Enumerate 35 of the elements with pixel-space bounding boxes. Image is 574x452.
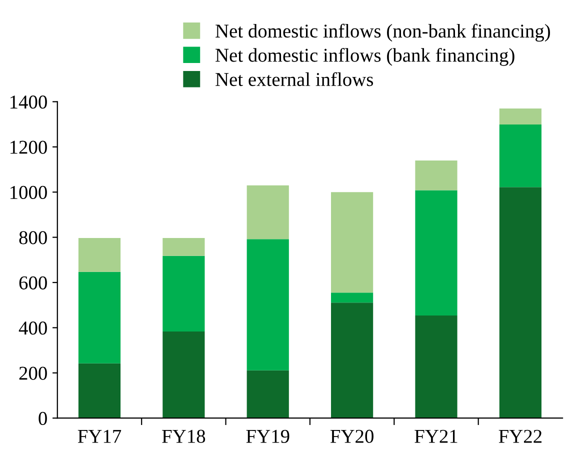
bar bbox=[499, 124, 542, 188]
bar bbox=[415, 190, 458, 316]
bar bbox=[415, 160, 458, 190]
y-tick-label: 0 bbox=[38, 412, 47, 426]
x-tick-label: FY18 bbox=[162, 430, 206, 443]
bar bbox=[415, 315, 458, 418]
y-tick-label: 400 bbox=[18, 322, 47, 335]
bar bbox=[499, 187, 542, 418]
bar bbox=[78, 363, 121, 418]
bar bbox=[162, 238, 205, 256]
y-tick-label: 600 bbox=[19, 276, 47, 290]
bar bbox=[246, 370, 289, 418]
y-tick-label: 1400 bbox=[10, 96, 47, 109]
bar bbox=[78, 238, 121, 272]
bar bbox=[162, 332, 205, 418]
x-tick-label: FY17 bbox=[78, 430, 122, 443]
y-tick-label: 1200 bbox=[10, 140, 47, 154]
y-tick-label: 1000 bbox=[10, 186, 47, 200]
y-tick-label: 200 bbox=[19, 366, 47, 380]
bar bbox=[331, 302, 374, 418]
bar bbox=[162, 256, 205, 332]
y-tick-label: 800 bbox=[19, 231, 47, 244]
bar bbox=[78, 272, 121, 364]
bar bbox=[246, 185, 289, 240]
legend-label: Net domestic inflows (bank financing) bbox=[216, 48, 514, 66]
legend-label: Net domestic inflows (non-bank financing) bbox=[216, 24, 550, 42]
x-tick-label: FY19 bbox=[246, 430, 290, 443]
x-tick-label: FY21 bbox=[414, 430, 458, 443]
bar bbox=[331, 192, 374, 293]
bar bbox=[246, 239, 289, 370]
bar bbox=[331, 292, 374, 303]
legend-label: Net external inflows bbox=[216, 72, 374, 86]
x-tick-label: FY22 bbox=[498, 430, 542, 443]
bar bbox=[499, 108, 542, 125]
x-tick-label: FY20 bbox=[330, 430, 374, 443]
